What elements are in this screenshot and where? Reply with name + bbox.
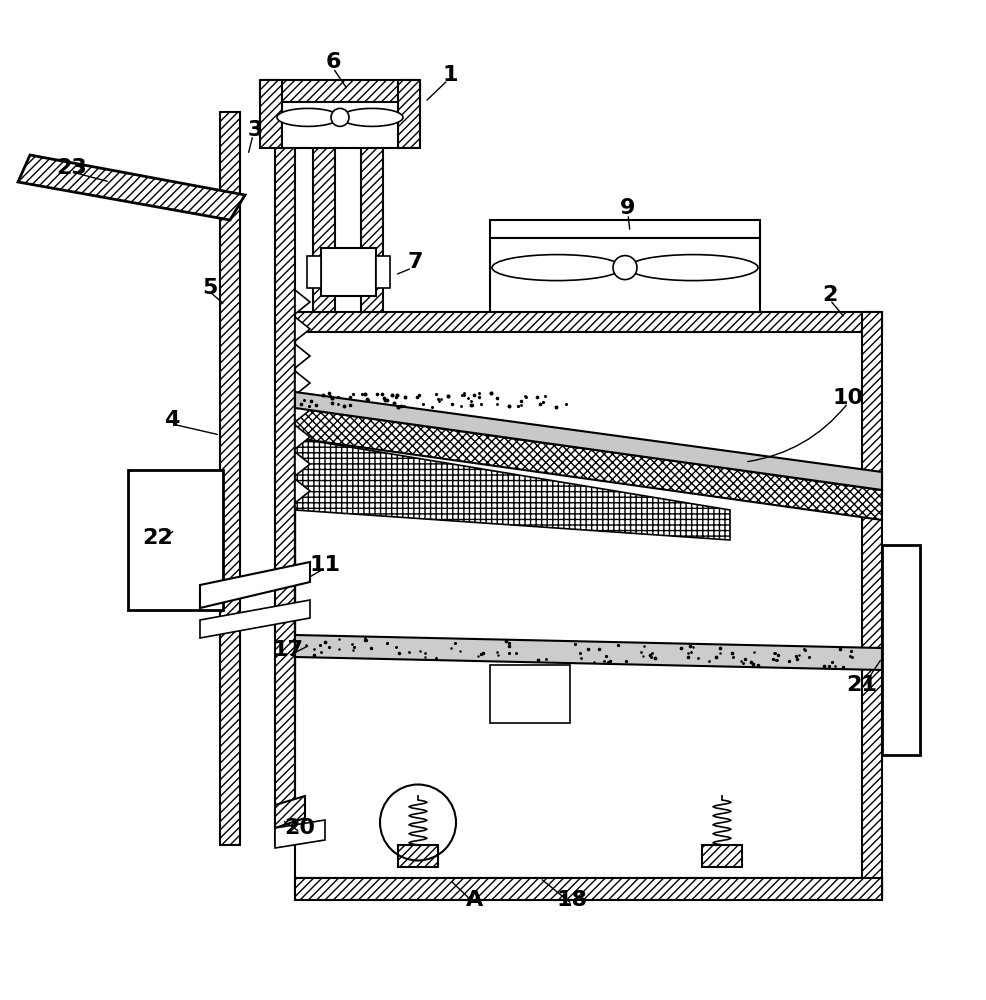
Polygon shape [275,820,324,848]
Polygon shape [295,398,310,422]
Text: A: A [466,890,483,910]
Text: 9: 9 [619,198,635,218]
Text: 18: 18 [556,890,587,910]
Bar [295,312,881,332]
Text: 6: 6 [325,52,340,72]
Polygon shape [295,408,881,520]
Bar [307,256,320,288]
Polygon shape [295,317,310,341]
Bar [701,845,741,867]
Bar [375,256,389,288]
Bar [397,845,438,867]
Text: 1: 1 [442,65,458,85]
Ellipse shape [277,108,338,126]
Bar [220,112,240,845]
Text: 22: 22 [143,528,174,548]
Bar [361,145,383,312]
Text: 3: 3 [247,120,262,140]
Ellipse shape [491,255,621,281]
Bar [861,312,881,898]
Text: 2: 2 [821,285,837,305]
Bar [282,102,397,148]
Polygon shape [295,290,310,314]
Text: 21: 21 [846,675,877,695]
Circle shape [612,256,636,280]
Polygon shape [200,600,310,638]
Polygon shape [275,796,305,828]
Bar [397,80,420,148]
Bar [128,470,223,610]
Polygon shape [18,155,245,220]
Text: 4: 4 [164,410,179,430]
Bar [881,545,919,755]
Bar [320,248,375,296]
Bar [275,112,295,845]
Polygon shape [200,562,310,608]
Circle shape [330,108,349,126]
Polygon shape [295,425,310,449]
Text: 17: 17 [272,640,303,660]
Polygon shape [295,392,881,490]
Bar [489,665,570,723]
Bar [489,238,759,312]
Bar [259,80,282,148]
Text: 11: 11 [310,555,340,575]
Polygon shape [295,479,310,503]
Polygon shape [295,371,310,395]
Bar [295,878,881,898]
Polygon shape [295,344,310,368]
Bar [313,145,334,312]
Text: 20: 20 [284,818,316,838]
Polygon shape [295,452,310,476]
Text: 7: 7 [407,252,422,272]
Bar [489,220,759,238]
Bar [295,878,881,900]
Polygon shape [295,438,730,540]
Text: 23: 23 [56,158,88,178]
Ellipse shape [627,255,757,281]
Polygon shape [295,635,881,670]
Text: 5: 5 [202,278,218,298]
Ellipse shape [340,108,402,126]
Bar [259,80,420,102]
Text: 10: 10 [831,388,863,408]
